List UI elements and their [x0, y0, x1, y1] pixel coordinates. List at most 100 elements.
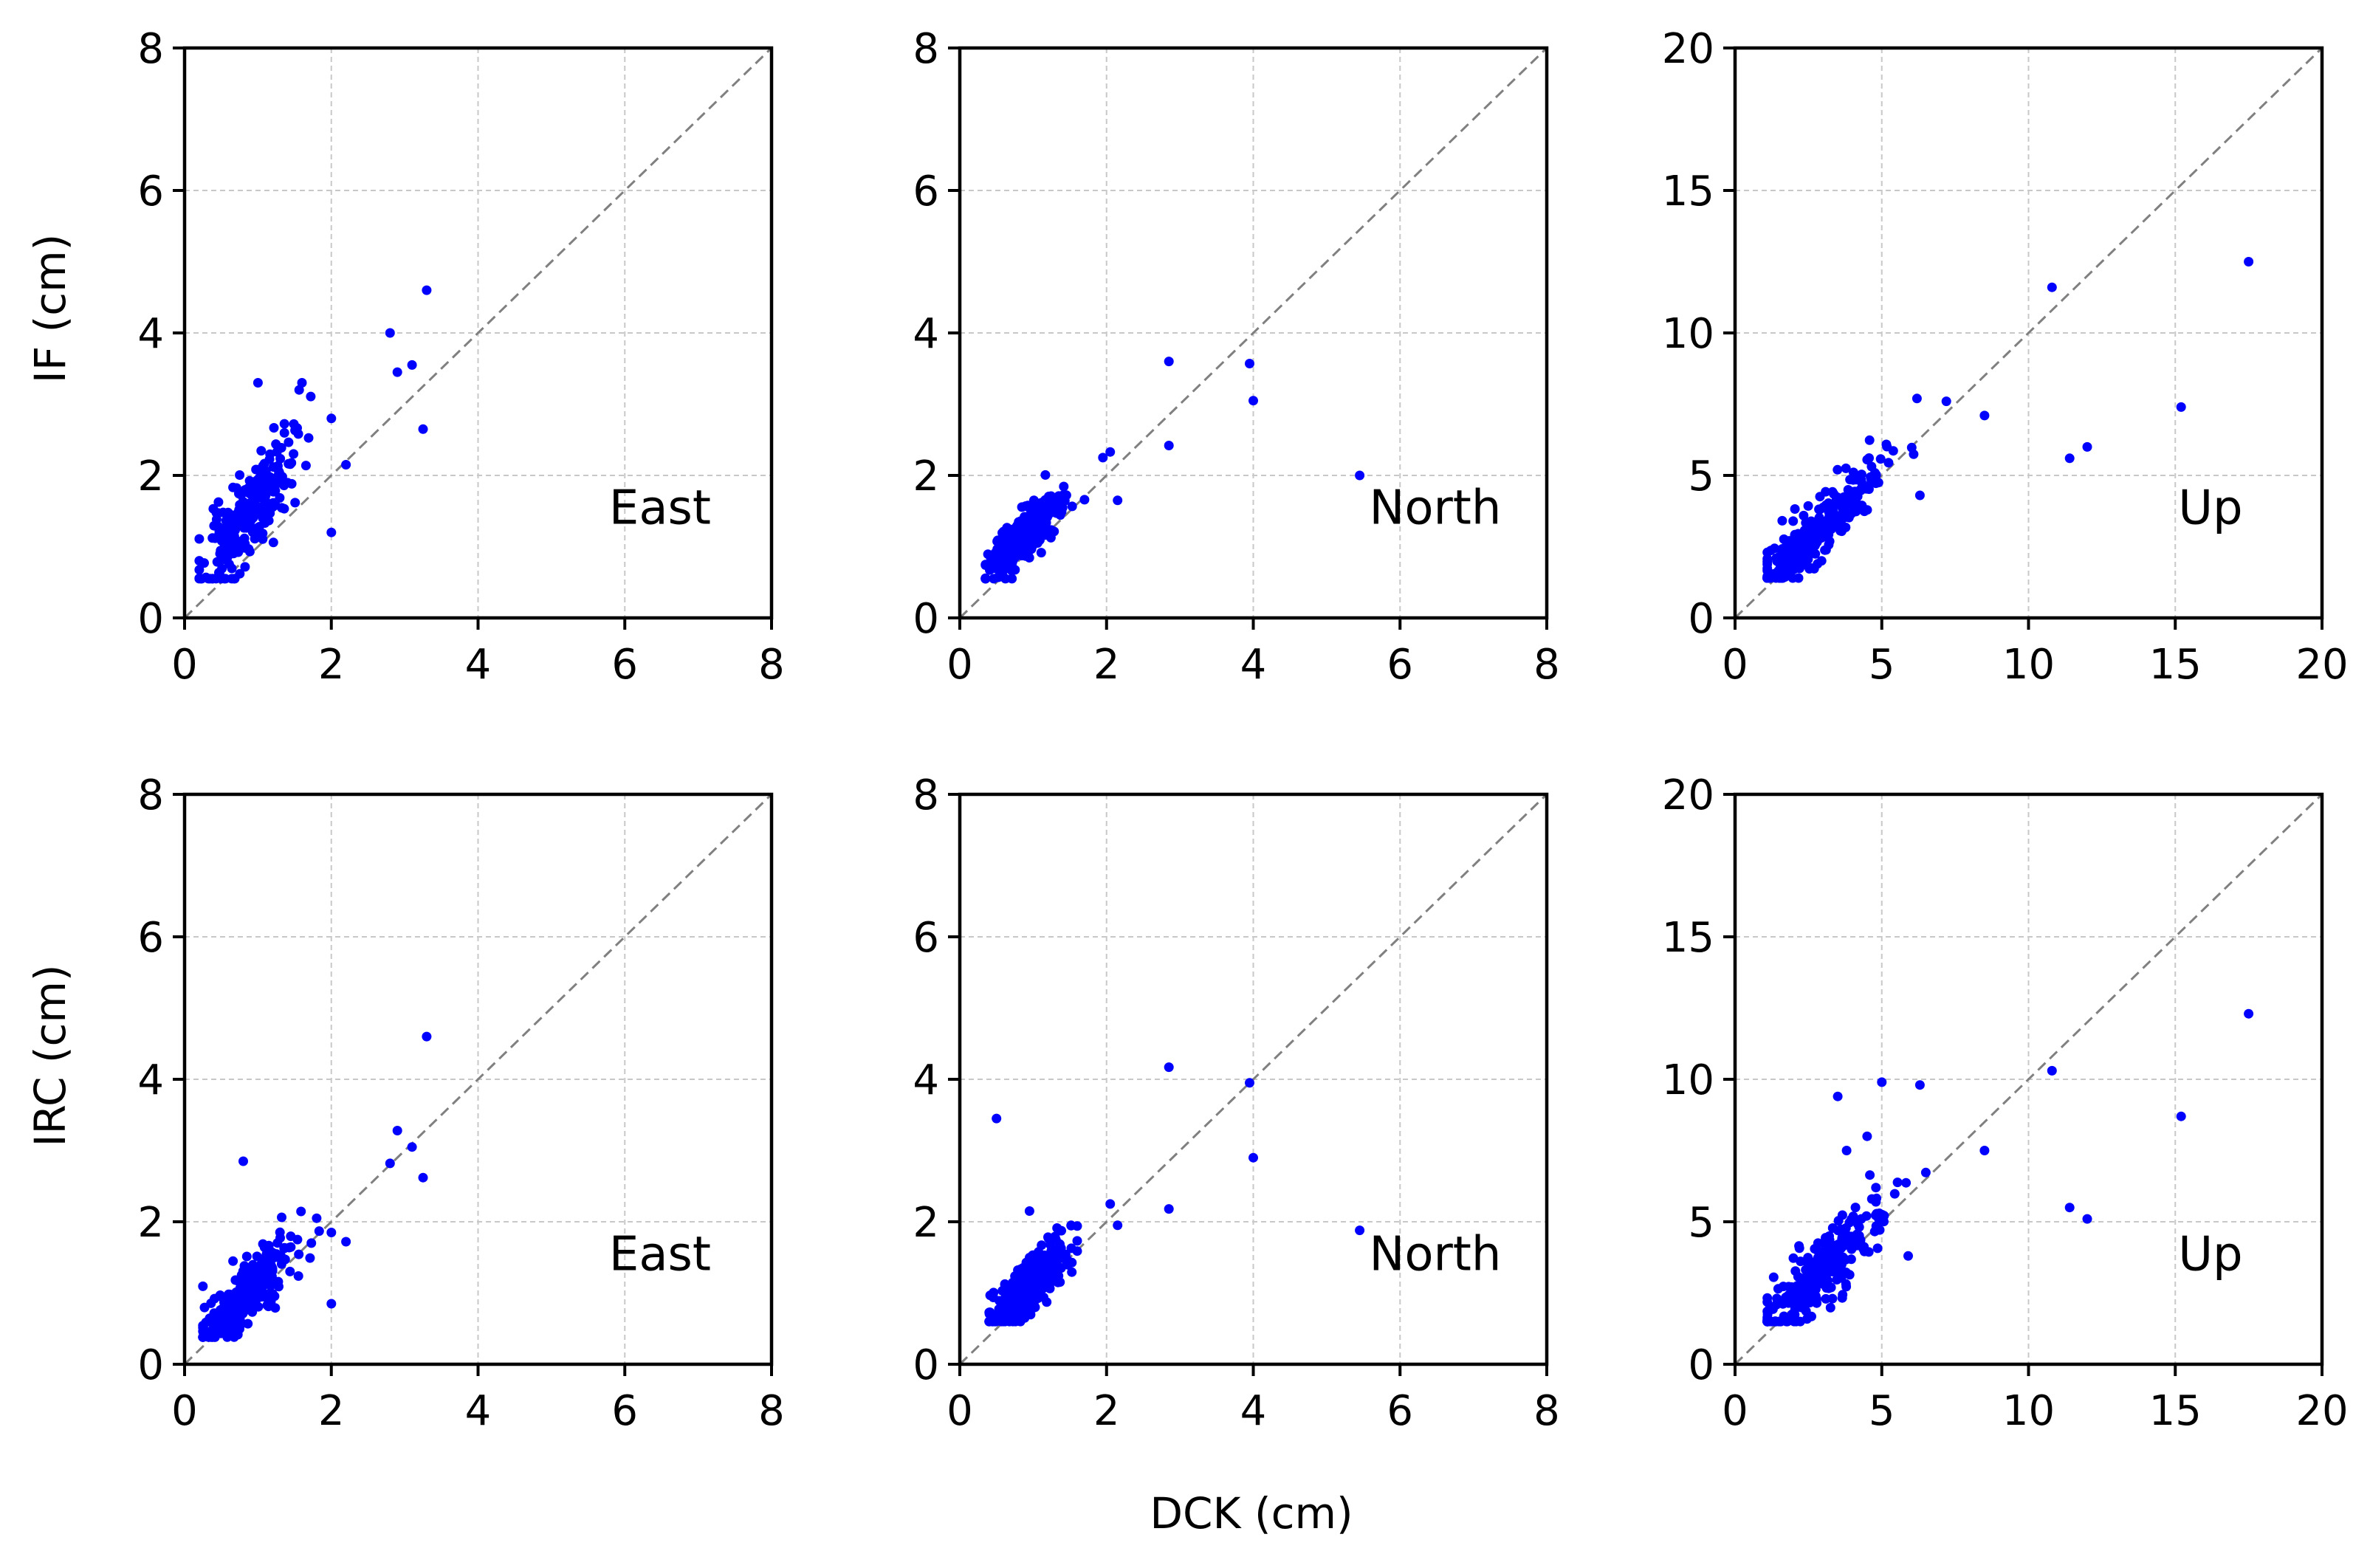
y-tick-label: 10	[1662, 1056, 1714, 1104]
data-point	[214, 568, 224, 578]
y-tick-label: 8	[137, 25, 164, 73]
data-point-outlier	[326, 527, 337, 537]
data-point	[1801, 1285, 1812, 1295]
x-tick-label: 8	[1533, 641, 1560, 689]
data-point	[1799, 510, 1809, 520]
data-point-outlier	[341, 460, 351, 470]
panel-label-north: North	[1369, 1228, 1501, 1282]
y-tick-label: 5	[1688, 453, 1714, 501]
data-point	[272, 1238, 283, 1248]
data-point	[1814, 505, 1824, 515]
data-point	[250, 534, 260, 544]
x-tick-label: 20	[2295, 641, 2348, 689]
x-tick-label: 8	[758, 641, 785, 689]
data-point	[271, 439, 281, 450]
data-point	[228, 1256, 238, 1266]
data-point	[1793, 573, 1804, 583]
data-point	[1824, 1234, 1834, 1244]
data-point	[1856, 475, 1866, 485]
y-tick-label: 2	[913, 1199, 939, 1247]
data-point	[1036, 548, 1046, 558]
data-point	[1803, 1269, 1813, 1279]
panel-label-east: East	[609, 1228, 711, 1282]
data-point	[1879, 1217, 1889, 1227]
data-point	[1858, 1244, 1869, 1254]
data-point	[305, 1253, 315, 1263]
data-point	[246, 487, 256, 498]
data-point	[198, 1322, 208, 1333]
data-point	[234, 505, 244, 515]
data-point	[284, 437, 294, 447]
data-point	[1025, 521, 1035, 532]
y-tick-label: 6	[913, 914, 939, 962]
data-point	[1854, 1231, 1864, 1241]
data-point	[1881, 439, 1892, 450]
data-point-outlier	[312, 1213, 322, 1223]
data-point	[1033, 1263, 1043, 1273]
data-point	[1819, 1276, 1829, 1286]
data-point	[196, 574, 206, 584]
data-point	[240, 539, 250, 549]
data-point	[1007, 556, 1017, 566]
data-point	[1872, 1243, 1883, 1254]
data-point	[1870, 468, 1880, 478]
data-point	[1774, 551, 1784, 562]
y-tick-label: 15	[1662, 168, 1714, 216]
data-point	[251, 464, 261, 475]
data-point	[289, 449, 299, 459]
data-point	[997, 570, 1008, 580]
data-point	[240, 562, 250, 572]
data-point-outlier	[2047, 1065, 2057, 1076]
data-point-outlier	[341, 1237, 351, 1247]
data-point	[244, 475, 255, 486]
data-point	[259, 486, 269, 497]
data-point	[1051, 1259, 1062, 1268]
x-tick-label: 0	[1722, 641, 1748, 689]
data-point	[1762, 554, 1773, 564]
data-point	[1762, 573, 1773, 583]
data-point	[1050, 1231, 1060, 1242]
data-point	[1875, 1225, 1885, 1235]
data-point	[256, 446, 267, 456]
data-point	[1791, 1290, 1801, 1300]
data-point	[1835, 526, 1846, 536]
data-point-outlier	[1912, 393, 1922, 404]
data-point	[1770, 543, 1779, 554]
data-point	[278, 478, 288, 488]
data-point	[1023, 1305, 1033, 1316]
data-point	[1783, 1298, 1793, 1308]
scatter-panel-row2-col2: 0 2 4 6 8 0 2 4 6 8 North	[913, 771, 1559, 1435]
data-point	[1803, 501, 1813, 511]
data-point	[1824, 508, 1835, 518]
data-point	[1825, 1302, 1835, 1313]
data-point	[228, 1302, 238, 1313]
data-point	[1060, 1249, 1071, 1259]
data-point-outlier	[326, 1228, 337, 1237]
x-tick-label: 15	[2149, 641, 2202, 689]
data-point	[262, 1300, 272, 1310]
x-tick-label: 2	[318, 641, 345, 689]
data-point	[1847, 1231, 1857, 1242]
scatter-panel-row1-col1: 0 2 4 6 8 0 2 4 6 8 East	[137, 25, 784, 689]
x-tick-label: 20	[2295, 1387, 2348, 1435]
data-point	[1784, 1290, 1794, 1300]
data-point	[1006, 543, 1016, 554]
data-point-outlier	[1245, 359, 1254, 368]
data-point-outlier	[407, 1142, 417, 1152]
data-point	[1018, 527, 1028, 537]
y-tick-label: 6	[913, 168, 939, 216]
data-point	[285, 1266, 295, 1276]
data-point	[1002, 1290, 1011, 1301]
x-tick-label: 4	[465, 641, 492, 689]
data-point-outlier	[1862, 1131, 1872, 1141]
data-point	[250, 504, 261, 515]
y-tick-label: 6	[137, 914, 164, 962]
y-tick-label: 6	[137, 168, 164, 216]
data-point	[1020, 535, 1030, 546]
data-point	[300, 461, 311, 471]
data-point	[1841, 1279, 1851, 1289]
data-point	[1830, 1259, 1841, 1269]
y-tick-label: 0	[913, 595, 939, 643]
data-point	[1776, 566, 1787, 577]
